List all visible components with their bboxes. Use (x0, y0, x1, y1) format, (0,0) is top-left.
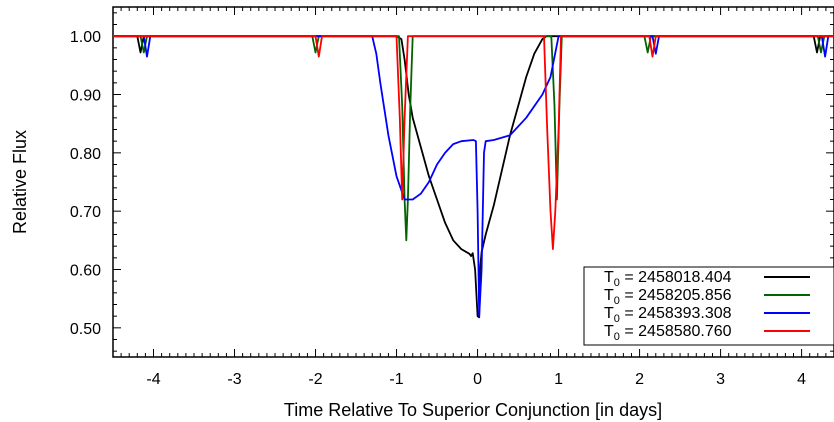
legend-label-0: T0 = 2458018.404 (604, 269, 732, 289)
legend: T0 = 2458018.404 T0 = 2458205.856 T0 = 2… (583, 266, 834, 346)
x-tick-label: 1 (554, 371, 563, 388)
x-tick-label: 3 (716, 371, 725, 388)
series-line-0 (113, 35, 834, 319)
y-tick-label: 0.80 (70, 146, 101, 163)
y-tick-label: 0.70 (70, 204, 101, 221)
x-tick-label: -4 (146, 371, 160, 388)
y-tick-label: 1.00 (70, 29, 101, 46)
series-line-3 (113, 35, 834, 250)
x-axis-label: Time Relative To Superior Conjunction [i… (284, 400, 662, 420)
x-tick-label: 0 (473, 371, 482, 388)
legend-label-3: T0 = 2458580.760 (604, 323, 732, 343)
x-tick-label: -1 (389, 371, 403, 388)
y-tick-label: 0.50 (70, 321, 101, 338)
legend-label-1: T0 = 2458205.856 (604, 287, 732, 307)
y-tick-labels: 0.50 0.60 0.70 0.80 0.90 1.00 (70, 29, 101, 338)
x-tick-label: 2 (635, 371, 644, 388)
x-tick-labels: -4 -3 -2 -1 0 1 2 3 4 (146, 371, 806, 388)
series-lines (113, 35, 834, 319)
x-tick-label: 4 (797, 371, 806, 388)
plot-frame (112, 6, 834, 358)
legend-label-2: T0 = 2458393.308 (604, 305, 732, 325)
y-axis-label: Relative Flux (10, 130, 30, 234)
x-tick-label: -3 (227, 371, 241, 388)
series-line-2 (113, 35, 834, 318)
series-line-1 (113, 35, 834, 242)
y-tick-label: 0.60 (70, 263, 101, 280)
y-tick-label: 0.90 (70, 88, 101, 105)
x-tick-label: -2 (308, 371, 322, 388)
axis-ticks (112, 7, 834, 357)
